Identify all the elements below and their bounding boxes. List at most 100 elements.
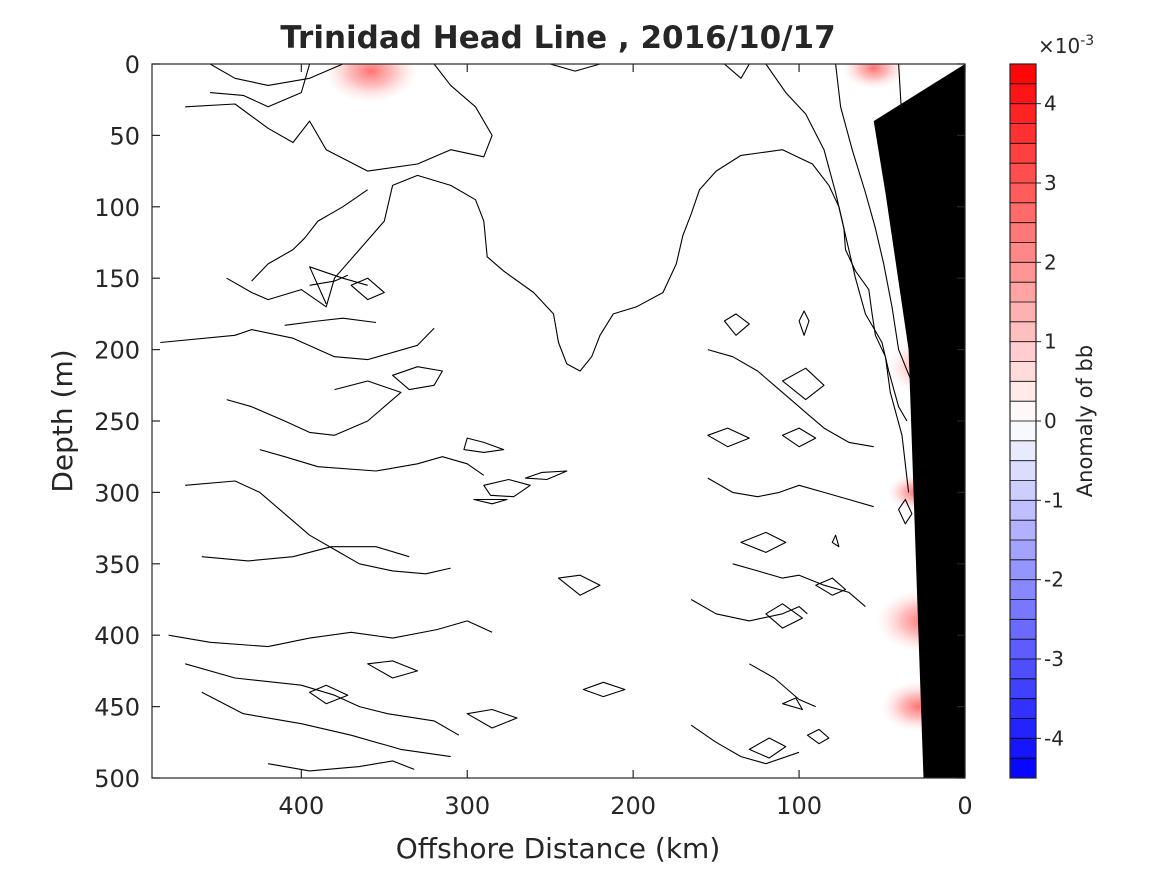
x-tick-label-1: 300 bbox=[444, 792, 490, 820]
contour-line-11 bbox=[284, 317, 377, 326]
y-tick-label-6: 300 bbox=[94, 479, 140, 507]
contour-line-0 bbox=[209, 64, 344, 86]
y-tick-label-10: 500 bbox=[94, 765, 140, 793]
closed-contour-21 bbox=[748, 737, 787, 759]
closed-contour-7 bbox=[309, 684, 349, 705]
closed-contour-11 bbox=[723, 313, 750, 336]
x-axis-label: Offshore Distance (km) bbox=[396, 832, 721, 865]
contour-line-19 bbox=[201, 546, 410, 562]
colorbar-swatch-19 bbox=[1010, 440, 1036, 462]
colorbar-swatch-9 bbox=[1010, 242, 1036, 263]
colorbar-swatch-32 bbox=[1010, 698, 1036, 719]
closed-contour-1 bbox=[392, 366, 443, 391]
closed-contour-8 bbox=[466, 708, 518, 729]
chart-title: Trinidad Head Line , 2016/10/17 bbox=[280, 20, 835, 56]
contour-line-1 bbox=[210, 64, 311, 108]
colorbar-swatch-24 bbox=[1010, 540, 1036, 561]
colorbar-tick-label-8: -4 bbox=[1044, 726, 1064, 750]
contour-line-22 bbox=[690, 599, 808, 622]
contour-line-24 bbox=[707, 477, 874, 508]
contour-line-20 bbox=[201, 691, 451, 758]
x-tick-label-4: 0 bbox=[957, 792, 972, 820]
closed-contour-13 bbox=[781, 367, 825, 401]
closed-contour-23 bbox=[781, 697, 803, 711]
colorbar: 4 3 2 1 0 -1 -2 -3 -4 bbox=[1009, 63, 1064, 779]
colorbar-swatch-25 bbox=[1010, 559, 1036, 581]
contour-line-13 bbox=[309, 274, 349, 286]
contour-line-6 bbox=[765, 64, 908, 422]
x-axis-ticks: 400 300 200 100 0 bbox=[278, 64, 973, 820]
y-tick-label-3: 150 bbox=[94, 265, 140, 293]
colorbar-tick-label-5: -1 bbox=[1044, 488, 1064, 512]
contour-line-2 bbox=[185, 64, 493, 172]
contour-line-15 bbox=[259, 449, 485, 476]
colorbar-swatch-35 bbox=[1010, 758, 1036, 779]
y-axis-ticks: 0 50 100 150 200 250 300 350 400 450 500 bbox=[94, 51, 965, 793]
colorbar-swatch-18 bbox=[1010, 421, 1036, 442]
colorbar-swatch-1 bbox=[1010, 83, 1036, 105]
colorbar-tick-label-1: 3 bbox=[1044, 171, 1057, 195]
contour-line-17 bbox=[168, 620, 493, 648]
colorbar-tick-label-4: 0 bbox=[1044, 409, 1057, 433]
colorbar-tick-label-7: -3 bbox=[1044, 647, 1064, 671]
colorbar-swatch-11 bbox=[1010, 282, 1036, 303]
y-tick-label-4: 200 bbox=[94, 337, 140, 365]
colorbar-swatch-28 bbox=[1010, 619, 1036, 640]
y-tick-label-7: 350 bbox=[94, 551, 140, 579]
contour-line-5 bbox=[724, 64, 750, 79]
colorbar-exponent-power: -3 bbox=[1080, 33, 1094, 49]
closed-contour-2 bbox=[463, 437, 505, 453]
bottom-topography bbox=[873, 64, 965, 778]
colorbar-swatch-14 bbox=[1010, 341, 1036, 362]
colorbar-swatch-29 bbox=[1010, 639, 1036, 660]
y-tick-label-5: 250 bbox=[94, 408, 140, 436]
colorbar-tick-label-3: 1 bbox=[1044, 330, 1057, 354]
closed-contour-19 bbox=[765, 603, 803, 629]
colorbar-swatch-3 bbox=[1010, 123, 1036, 144]
x-tick-label-2: 200 bbox=[610, 792, 656, 820]
colorbar-swatch-13 bbox=[1010, 321, 1036, 343]
colorbar-swatch-6 bbox=[1010, 183, 1036, 204]
contour-line-25 bbox=[732, 563, 866, 608]
x-tick-label-3: 100 bbox=[776, 792, 822, 820]
colorbar-swatch-2 bbox=[1010, 103, 1036, 124]
contour-line-23 bbox=[707, 349, 874, 448]
plot-area bbox=[152, 64, 965, 778]
closed-contour-16 bbox=[740, 531, 787, 553]
closed-contour-9 bbox=[557, 574, 601, 596]
colorbar-swatch-15 bbox=[1010, 361, 1036, 382]
y-tick-label-2: 100 bbox=[94, 194, 140, 222]
colorbar-swatch-4 bbox=[1010, 143, 1036, 164]
contour-line-27 bbox=[690, 724, 800, 765]
y-tick-label-0: 0 bbox=[125, 51, 140, 79]
closed-contour-18 bbox=[815, 577, 847, 596]
closed-contour-15 bbox=[707, 427, 750, 448]
colorbar-swatch-16 bbox=[1010, 381, 1036, 402]
colorbar-swatch-5 bbox=[1010, 163, 1036, 184]
closed-contour-5 bbox=[524, 470, 568, 481]
closed-contour-12 bbox=[798, 310, 810, 336]
colorbar-swatch-22 bbox=[1010, 500, 1036, 521]
colorbar-swatch-31 bbox=[1010, 678, 1036, 700]
colorbar-swatch-26 bbox=[1010, 579, 1036, 600]
colorbar-swatch-33 bbox=[1010, 718, 1036, 739]
colorbar-swatch-21 bbox=[1010, 480, 1036, 501]
anomaly-patch-0 bbox=[323, 64, 419, 104]
contour-line-12 bbox=[309, 266, 368, 305]
closed-contour-10 bbox=[582, 681, 626, 698]
anomaly-patch-1 bbox=[842, 64, 906, 90]
colorbar-swatch-10 bbox=[1010, 262, 1036, 283]
colorbar-swatch-0 bbox=[1010, 64, 1036, 85]
contour-line-14 bbox=[226, 380, 402, 436]
closed-contour-14 bbox=[781, 427, 817, 448]
colorbar-label: Anomaly of bb bbox=[1073, 345, 1097, 497]
closed-contour-3 bbox=[483, 478, 531, 498]
colorbar-swatch-34 bbox=[1010, 738, 1036, 759]
colorbar-exponent-base: ×10 bbox=[1038, 34, 1080, 58]
closed-contour-4 bbox=[473, 498, 508, 505]
closed-contour-6 bbox=[367, 660, 419, 679]
closed-contour-17 bbox=[831, 534, 840, 548]
colorbar-tick-label-2: 2 bbox=[1044, 250, 1057, 274]
colorbar-swatch-30 bbox=[1010, 659, 1036, 680]
